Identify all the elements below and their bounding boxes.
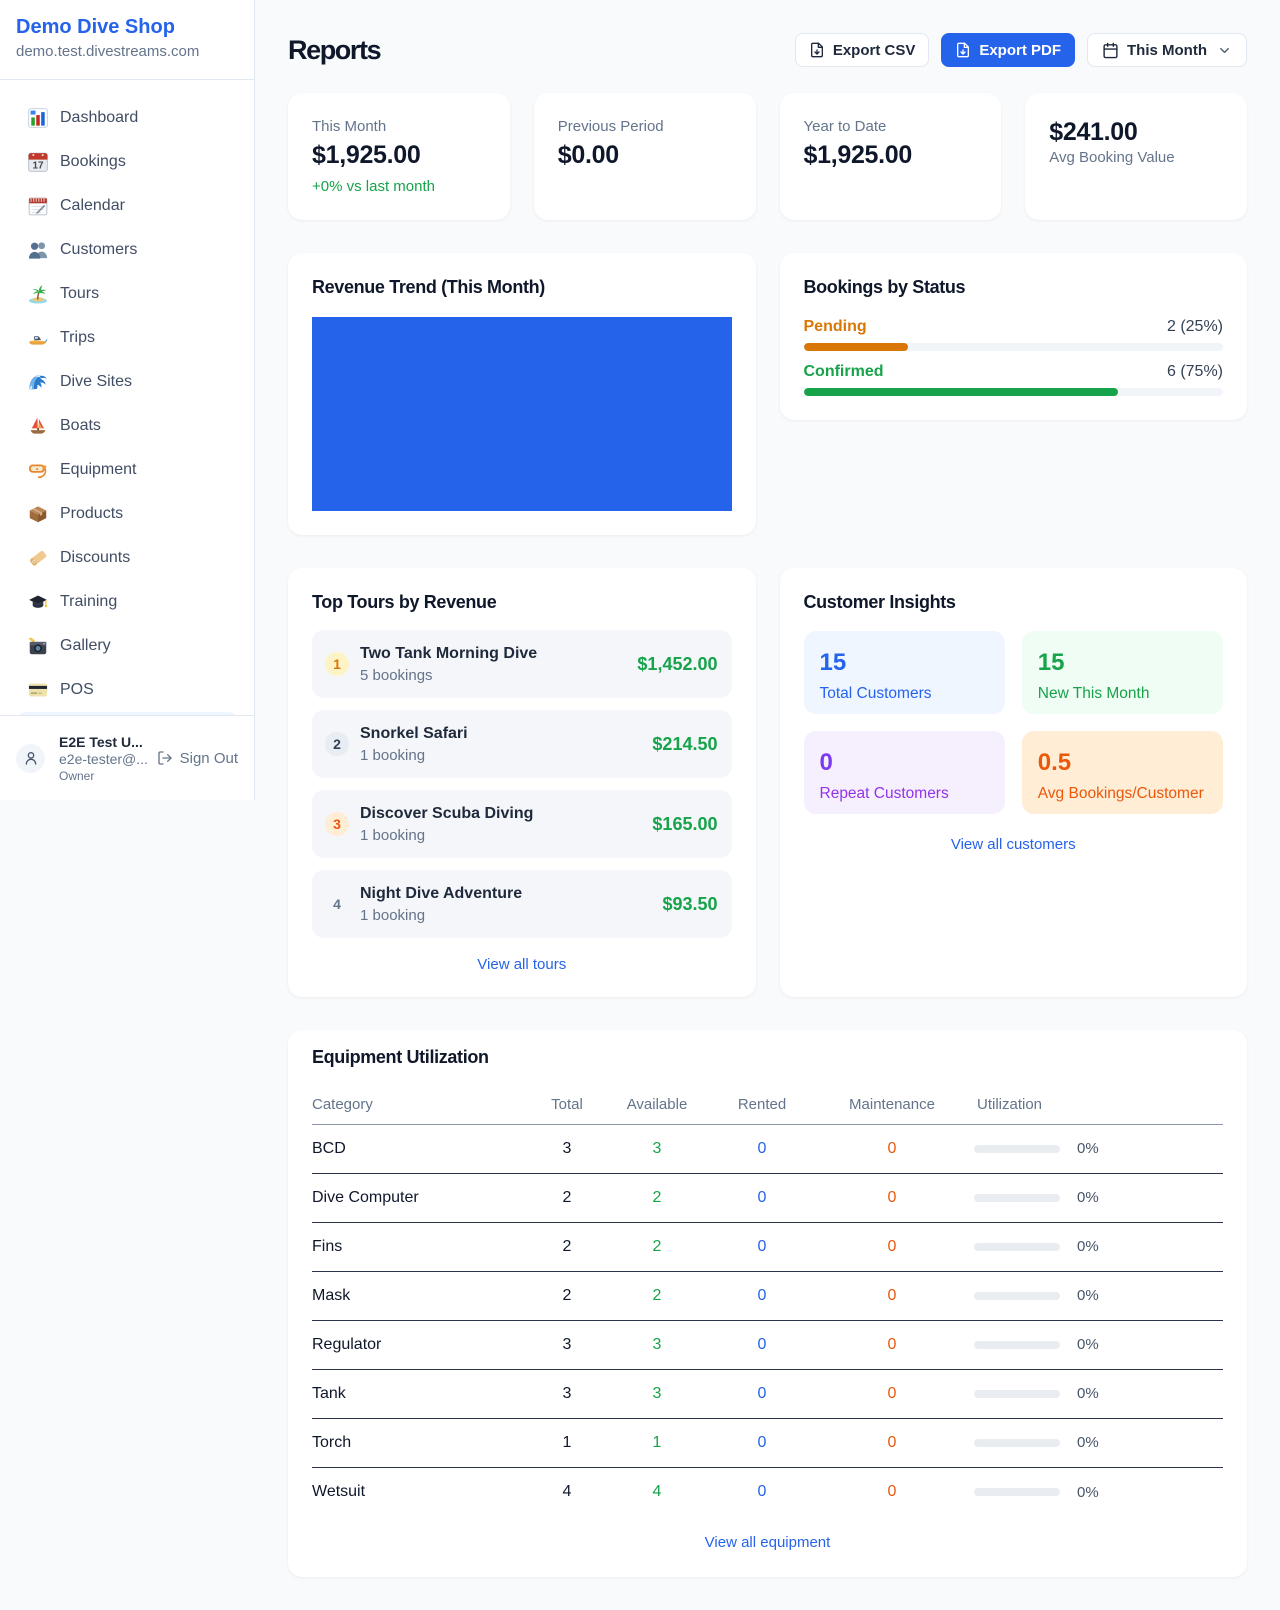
svg-text:17: 17 — [32, 160, 44, 171]
